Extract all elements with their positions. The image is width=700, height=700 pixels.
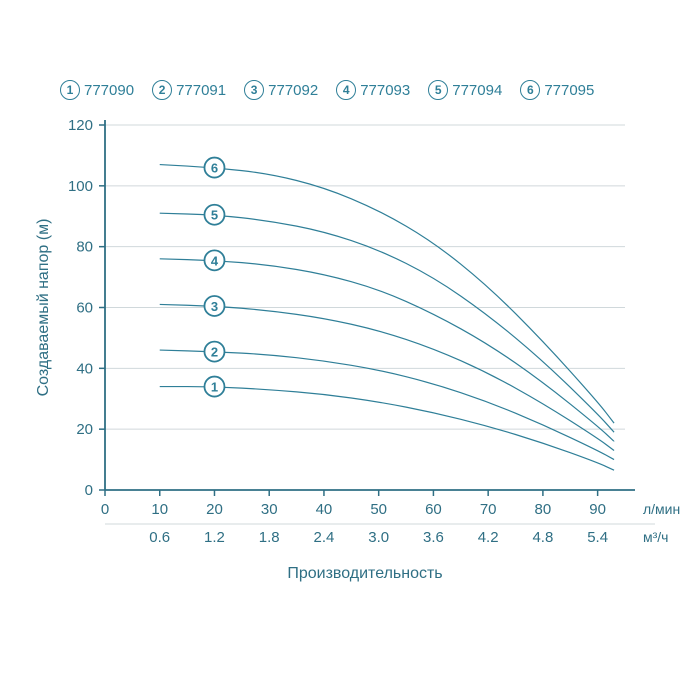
y-tick-label: 0 <box>85 482 93 499</box>
x2-tick-label: 4.2 <box>478 529 499 546</box>
curve-badge-3: 3 <box>204 296 224 316</box>
x2-tick-label: 4.8 <box>532 529 553 546</box>
curve-3 <box>160 304 614 450</box>
legend-label-5: 777094 <box>452 82 502 99</box>
x1-tick-label: 60 <box>425 501 442 518</box>
svg-text:3: 3 <box>211 299 218 314</box>
legend-badge-4: 4 <box>336 80 356 100</box>
y-tick-label: 100 <box>68 178 93 195</box>
svg-text:4: 4 <box>211 253 219 268</box>
legend-item-2: 2777091 <box>152 80 226 100</box>
x1-tick-label: 20 <box>206 501 223 518</box>
svg-text:6: 6 <box>211 161 218 176</box>
legend-badge-6: 6 <box>520 80 540 100</box>
legend-label-2: 777091 <box>176 82 226 99</box>
curve-1 <box>160 387 614 471</box>
x1-tick-label: 50 <box>370 501 387 518</box>
x2-tick-label: 2.4 <box>314 529 335 546</box>
curve-badge-1: 1 <box>204 377 224 397</box>
curve-badge-6: 6 <box>204 158 224 178</box>
x1-unit-label: л/мин <box>643 501 680 517</box>
legend-item-6: 6777095 <box>520 80 594 100</box>
y-tick-label: 40 <box>76 360 93 377</box>
x1-tick-label: 0 <box>101 501 109 518</box>
curve-badge-5: 5 <box>204 205 224 225</box>
x1-tick-label: 40 <box>316 501 333 518</box>
legend-item-3: 3777092 <box>244 80 318 100</box>
curve-badge-2: 2 <box>204 342 224 362</box>
legend-label-3: 777092 <box>268 82 318 99</box>
x2-tick-label: 1.8 <box>259 529 280 546</box>
x1-tick-label: 80 <box>535 501 552 518</box>
legend-badge-1: 1 <box>60 80 80 100</box>
x2-tick-label: 0.6 <box>149 529 170 546</box>
legend-badge-3: 3 <box>244 80 264 100</box>
legend-item-4: 4777093 <box>336 80 410 100</box>
x1-tick-label: 30 <box>261 501 278 518</box>
x2-tick-label: 1.2 <box>204 529 225 546</box>
legend-label-1: 777090 <box>84 82 134 99</box>
curve-5 <box>160 213 614 432</box>
x2-tick-label: 3.0 <box>368 529 389 546</box>
curve-badge-4: 4 <box>204 250 224 270</box>
x2-unit-label: м³/ч <box>643 529 668 545</box>
y-tick-label: 80 <box>76 239 93 256</box>
curve-4 <box>160 259 614 442</box>
pump-performance-chart: 0 20 40 60 80 100 120 0 10 0.6 20 1.2 30 1.8 40 2.4 50 3.… <box>0 110 700 630</box>
curve-2 <box>160 350 614 460</box>
svg-text:5: 5 <box>211 208 218 223</box>
x1-tick-label: 90 <box>589 501 606 518</box>
legend-label-6: 777095 <box>544 82 594 99</box>
x1-tick-label: 10 <box>151 501 168 518</box>
y-tick-label: 20 <box>76 421 93 438</box>
legend-item-5: 5777094 <box>428 80 502 100</box>
x-axis-label: Производительность <box>287 565 442 582</box>
legend-item-1: 1777090 <box>60 80 134 100</box>
legend: 1777090277709137770924777093577709467770… <box>60 80 660 100</box>
y-tick-label: 120 <box>68 117 93 134</box>
y-tick-label: 60 <box>76 300 93 317</box>
y-axis-label: Создаваемый напор (м) <box>35 219 52 397</box>
legend-badge-2: 2 <box>152 80 172 100</box>
x2-tick-label: 3.6 <box>423 529 444 546</box>
svg-text:2: 2 <box>211 345 218 360</box>
svg-text:1: 1 <box>211 380 218 395</box>
x2-tick-label: 5.4 <box>587 529 608 546</box>
x1-tick-label: 70 <box>480 501 497 518</box>
legend-label-4: 777093 <box>360 82 410 99</box>
legend-badge-5: 5 <box>428 80 448 100</box>
